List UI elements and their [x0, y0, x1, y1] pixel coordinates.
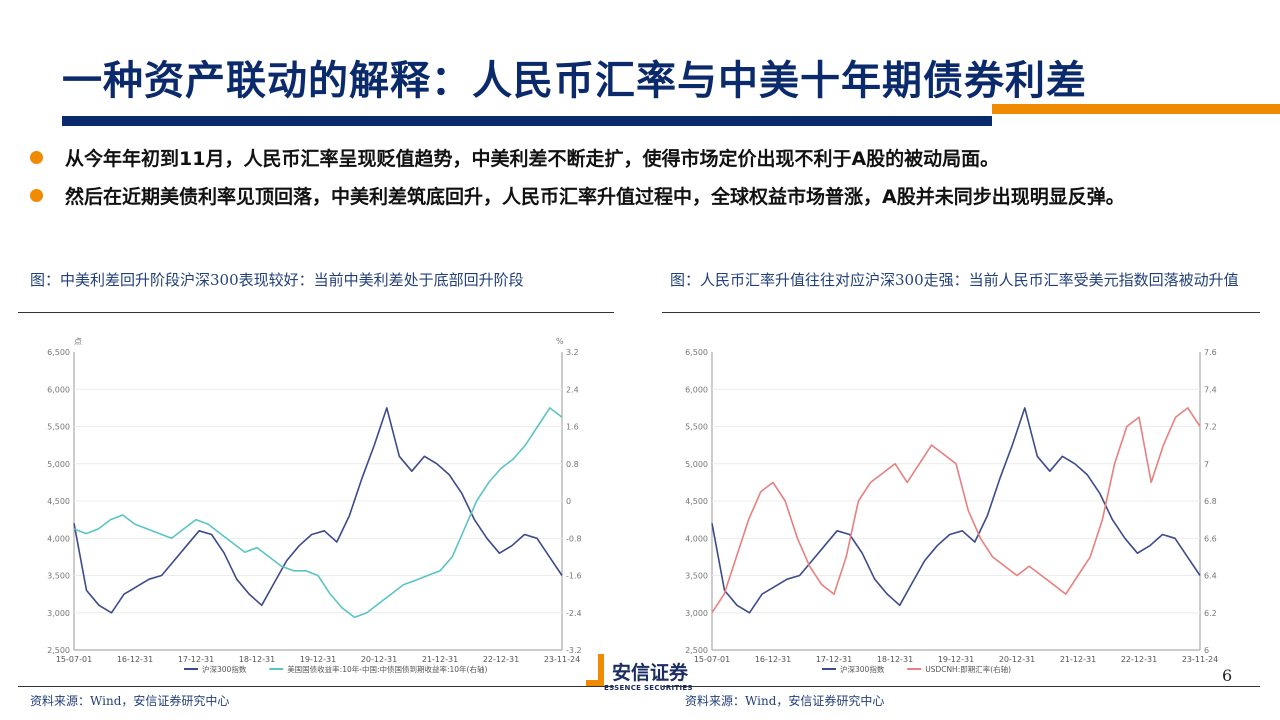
page-number: 6 — [1222, 666, 1233, 685]
x-tick-label: 23-11-24 — [1182, 655, 1218, 664]
x-tick-label: 19-12-31 — [300, 655, 336, 664]
left-tick-label: 5,000 — [47, 460, 70, 469]
chart-2-source: 资料来源：Wind，安信证券研究中心 — [685, 694, 885, 708]
x-tick-label: 15-07-01 — [694, 655, 730, 664]
company-logo: 安信证券 ESSENCE SECURITIES — [578, 652, 698, 692]
series-line-2 — [73, 407, 563, 619]
legend-label-1: 沪深300指数 — [840, 664, 885, 674]
left-tick-label: 4,500 — [685, 497, 708, 506]
logo-cn-text: 安信证券 — [612, 662, 689, 684]
left-tick-label: 4,000 — [685, 534, 708, 543]
x-tick-label: 18-12-31 — [877, 655, 913, 664]
title-underline-bar — [62, 116, 992, 126]
logo-mark-icon — [586, 654, 604, 686]
right-tick-label: 2.4 — [566, 385, 579, 394]
logo-en-text: ESSENCE SECURITIES — [604, 684, 693, 692]
x-tick-label: 20-12-31 — [999, 655, 1035, 664]
chart-2: 6,500 7.6 6,000 7.4 5,500 7.2 5,000 7 4,500 6.8 4,… — [685, 348, 1218, 674]
bullet-text-1: 从今年年初到11月，人民币汇率呈现贬值趋势，中美利差不断走扩，使得市场定价出现不… — [65, 148, 1000, 170]
right-tick-label: -3.2 — [566, 646, 582, 655]
series-line-2 — [711, 407, 1201, 614]
right-tick-label: 7.2 — [1204, 423, 1217, 432]
series-line-1 — [711, 407, 1201, 614]
legend-label-2: USDCNH:即期汇率(右轴) — [925, 664, 1011, 674]
x-tick-label: 19-12-31 — [938, 655, 974, 664]
chart-2-top-rule — [662, 312, 1260, 313]
right-tick-label: -1.6 — [566, 572, 582, 581]
left-tick-label: 6,000 — [685, 385, 708, 394]
right-unit-label: % — [556, 337, 564, 346]
right-tick-label: 6.4 — [1204, 572, 1217, 581]
legend-label-1: 沪深300指数 — [202, 664, 247, 674]
right-tick-label: -0.8 — [566, 534, 582, 543]
right-tick-label: 6.8 — [1204, 497, 1217, 506]
left-unit-label: 点 — [74, 337, 82, 346]
right-tick-label: 0 — [566, 497, 571, 506]
right-tick-label: 7.6 — [1204, 348, 1217, 357]
left-tick-label: 2,500 — [685, 646, 708, 655]
left-tick-label: 3,000 — [47, 609, 70, 618]
bullet-dot-icon — [30, 151, 43, 164]
left-tick-label: 4,500 — [47, 497, 70, 506]
chart-1-source: 资料来源：Wind，安信证券研究中心 — [30, 694, 230, 708]
x-tick-label: 23-11-24 — [544, 655, 580, 664]
x-tick-label: 21-12-31 — [422, 655, 458, 664]
right-tick-label: 1.6 — [566, 423, 579, 432]
chart-2-bottom-rule — [662, 686, 1260, 687]
x-tick-label: 20-12-31 — [361, 655, 397, 664]
x-tick-label: 21-12-31 — [1060, 655, 1096, 664]
bullet-dot-icon — [30, 189, 43, 202]
right-tick-label: 6 — [1204, 646, 1209, 655]
left-tick-label: 3,000 — [685, 609, 708, 618]
x-tick-label: 17-12-31 — [816, 655, 852, 664]
x-tick-label: 22-12-31 — [483, 655, 519, 664]
x-tick-label: 16-12-31 — [117, 655, 153, 664]
x-tick-label: 17-12-31 — [178, 655, 214, 664]
left-tick-label: 5,500 — [685, 423, 708, 432]
right-tick-label: 3.2 — [566, 348, 579, 357]
right-tick-label: 6.6 — [1204, 534, 1217, 543]
x-tick-label: 22-12-31 — [1121, 655, 1157, 664]
left-tick-label: 3,500 — [685, 572, 708, 581]
left-tick-label: 6,000 — [47, 385, 70, 394]
right-tick-label: 7 — [1204, 460, 1209, 469]
bullet-text-2: 然后在近期美债利率见顶回落，中美利差筑底回升，人民币汇率升值过程中，全球权益市场… — [65, 186, 1125, 208]
legend-label-2: 美国国债收益率:10年-中国:中债国债到期收益率:10年(右轴) — [287, 664, 487, 674]
right-tick-label: 0.8 — [566, 460, 579, 469]
right-tick-label: -2.4 — [566, 609, 582, 618]
left-tick-label: 4,000 — [47, 534, 70, 543]
chart-2-caption: 图：人民币汇率升值往往对应沪深300走强：当前人民币汇率受美元指数回落被动升值 — [670, 271, 1239, 289]
chart-1-caption: 图：中美利差回升阶段沪深300表现较好：当前中美利差处于底部回升阶段 — [30, 271, 524, 289]
bullet-point-2: 然后在近期美债利率见顶回落，中美利差筑底回升，人民币汇率升值过程中，全球权益市场… — [30, 180, 1260, 214]
x-tick-label: 15-07-01 — [56, 655, 92, 664]
left-tick-label: 5,000 — [685, 460, 708, 469]
chart-1-bottom-rule — [18, 686, 614, 687]
x-tick-label: 18-12-31 — [239, 655, 275, 664]
right-tick-label: 6.2 — [1204, 609, 1217, 618]
accent-bar — [992, 104, 1280, 114]
right-tick-label: 7.4 — [1204, 385, 1217, 394]
series-line-1 — [73, 407, 563, 614]
left-tick-label: 3,500 — [47, 572, 70, 581]
x-tick-label: 16-12-31 — [755, 655, 791, 664]
chart-1-top-rule — [18, 312, 614, 313]
left-tick-label: 5,500 — [47, 423, 70, 432]
left-tick-label: 6,500 — [47, 348, 70, 357]
bullet-point-1: 从今年年初到11月，人民币汇率呈现贬值趋势，中美利差不断走扩，使得市场定价出现不… — [30, 142, 1260, 176]
chart-1: 6,500 3.2 6,000 2.4 5,500 1.6 5,000 0.8 4,500 0 4,… — [47, 337, 582, 674]
left-tick-label: 2,500 — [47, 646, 70, 655]
slide-title: 一种资产联动的解释：人民币汇率与中美十年期债券利差 — [62, 58, 1087, 104]
left-tick-label: 6,500 — [685, 348, 708, 357]
